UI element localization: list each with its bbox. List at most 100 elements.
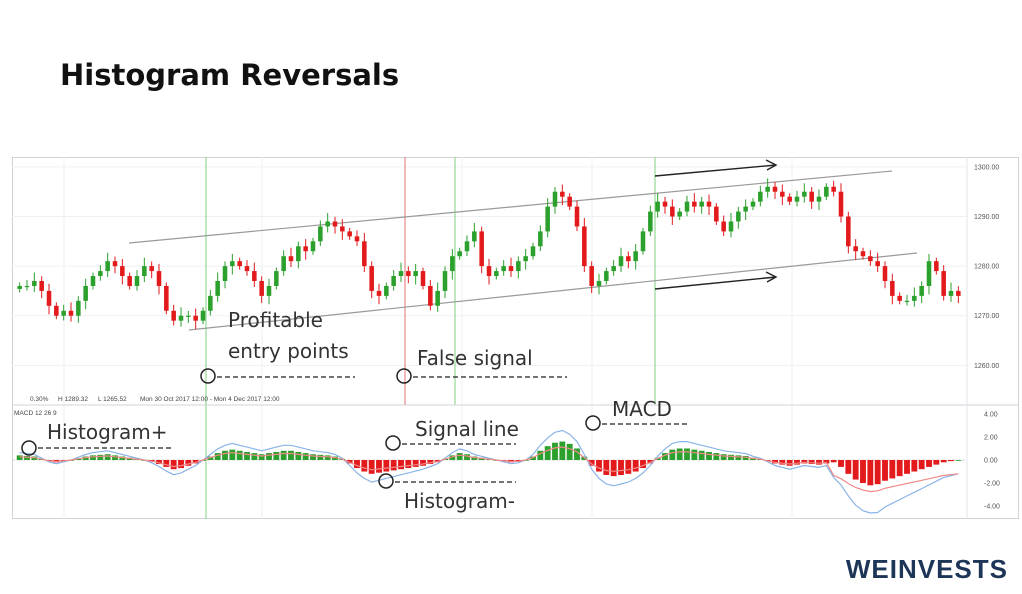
candle-body bbox=[765, 186, 770, 192]
candle bbox=[413, 263, 418, 285]
candle-body bbox=[824, 186, 829, 197]
candle-body bbox=[310, 241, 316, 252]
candle-body bbox=[882, 266, 888, 281]
candle bbox=[648, 205, 653, 237]
candle-body bbox=[24, 285, 30, 288]
candle-body bbox=[450, 256, 455, 272]
histogram-bar bbox=[31, 456, 38, 460]
candle bbox=[178, 307, 184, 327]
histogram-bar bbox=[904, 460, 910, 474]
candle-body bbox=[318, 226, 323, 242]
histogram-bar bbox=[530, 456, 536, 460]
signal-line bbox=[19, 446, 959, 493]
histogram-bar bbox=[361, 460, 368, 472]
histogram-bar bbox=[574, 448, 580, 460]
histogram-bar bbox=[882, 460, 888, 481]
candle bbox=[98, 265, 103, 281]
candle bbox=[54, 302, 59, 320]
histogram-bar bbox=[295, 451, 302, 460]
histogram-bar bbox=[288, 450, 294, 460]
histogram-bar bbox=[302, 453, 309, 460]
histogram-bar bbox=[185, 460, 192, 466]
candle-body bbox=[494, 271, 499, 277]
histogram-bar bbox=[537, 450, 544, 460]
candle bbox=[442, 266, 448, 299]
candle bbox=[816, 189, 822, 211]
candle bbox=[362, 232, 367, 273]
candle bbox=[252, 262, 257, 287]
candle-body bbox=[83, 285, 88, 301]
candle bbox=[560, 184, 565, 206]
annotation-signal-line: Signal line bbox=[415, 417, 519, 441]
histogram-bar bbox=[222, 450, 228, 460]
candle bbox=[325, 213, 330, 233]
candle bbox=[538, 225, 543, 251]
candle-body bbox=[640, 231, 646, 252]
candle-body bbox=[288, 256, 294, 262]
candle-body bbox=[501, 266, 506, 272]
candle-body bbox=[76, 300, 81, 316]
candle bbox=[860, 247, 866, 260]
price-tick-label: 1300.00 bbox=[974, 164, 999, 171]
histogram-bar bbox=[420, 460, 426, 466]
histogram-bar bbox=[112, 455, 118, 460]
price-tick-label: 1290.00 bbox=[974, 214, 999, 221]
candle-body bbox=[457, 251, 462, 257]
candle-body bbox=[904, 300, 910, 303]
macd-tick-label: 4.00 bbox=[984, 411, 998, 418]
candle-body bbox=[868, 256, 873, 262]
candle bbox=[890, 273, 895, 305]
candle-body bbox=[464, 241, 470, 252]
candle-body bbox=[860, 251, 866, 257]
candle-body bbox=[134, 276, 140, 286]
candle bbox=[472, 222, 477, 248]
candle bbox=[494, 267, 499, 280]
candle bbox=[765, 178, 770, 198]
histogram-bar bbox=[940, 460, 947, 463]
candle bbox=[758, 185, 763, 207]
candle-body bbox=[897, 295, 902, 301]
candle bbox=[457, 247, 462, 260]
histogram-bar bbox=[398, 460, 404, 470]
price-high: H 1289.32 bbox=[58, 396, 88, 403]
candle bbox=[523, 249, 528, 270]
histogram-bar bbox=[838, 460, 844, 467]
histogram-bar bbox=[852, 460, 859, 480]
candle bbox=[824, 183, 829, 201]
candle bbox=[479, 226, 484, 274]
histogram-bar bbox=[332, 456, 338, 460]
candle bbox=[266, 278, 272, 305]
candle-body bbox=[582, 226, 587, 267]
candle bbox=[32, 272, 37, 292]
candle-body bbox=[728, 221, 734, 232]
candle bbox=[633, 244, 638, 270]
candle-body bbox=[486, 266, 492, 277]
candle bbox=[17, 282, 22, 293]
candle-body bbox=[193, 315, 198, 321]
candle bbox=[215, 272, 220, 302]
histogram-bar bbox=[207, 456, 214, 460]
histogram-bar bbox=[662, 453, 668, 460]
candle bbox=[420, 267, 426, 290]
histogram-bar bbox=[948, 460, 954, 462]
candle-body bbox=[369, 266, 374, 291]
candle bbox=[24, 280, 30, 291]
candle-body bbox=[149, 266, 154, 272]
candle bbox=[46, 283, 52, 315]
candle-body bbox=[567, 196, 572, 207]
candle bbox=[354, 230, 360, 247]
histogram-bar bbox=[684, 448, 690, 460]
candle bbox=[670, 199, 675, 225]
candle-body bbox=[303, 246, 308, 252]
histogram-bar bbox=[273, 451, 280, 460]
histogram-bar bbox=[170, 460, 177, 470]
candle bbox=[200, 307, 206, 325]
candle bbox=[677, 208, 682, 220]
candle-body bbox=[208, 295, 213, 311]
price-tick-label: 1270.00 bbox=[974, 313, 999, 320]
candle bbox=[105, 252, 110, 278]
candle bbox=[912, 287, 917, 307]
histogram-bar bbox=[588, 460, 595, 466]
candle-body bbox=[890, 281, 895, 296]
candle-body bbox=[98, 271, 103, 277]
